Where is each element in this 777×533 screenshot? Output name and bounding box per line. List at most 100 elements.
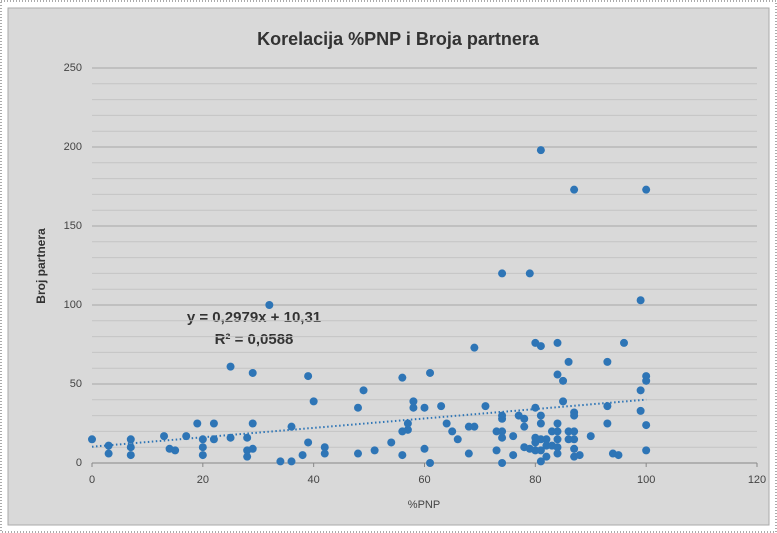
x-tick-label: 80 — [529, 474, 541, 486]
point — [564, 357, 573, 366]
point — [636, 296, 645, 305]
y-tick-label: 200 — [64, 141, 82, 153]
point — [287, 422, 296, 431]
trend-equation: y = 0,2979x + 10,31 — [187, 309, 321, 326]
point — [354, 449, 362, 458]
point — [553, 427, 562, 436]
point — [409, 397, 418, 406]
chart-area — [7, 7, 770, 526]
point — [614, 451, 623, 460]
point — [248, 444, 257, 453]
point — [570, 408, 579, 417]
point — [603, 357, 612, 366]
point — [464, 449, 473, 458]
point — [570, 185, 579, 194]
point — [426, 368, 435, 377]
point — [426, 459, 435, 467]
point — [559, 376, 568, 385]
point — [470, 343, 479, 352]
point — [198, 435, 207, 444]
point — [453, 435, 462, 444]
point — [276, 457, 285, 466]
y-tick-label: 150 — [64, 220, 82, 232]
point — [198, 451, 207, 460]
point — [586, 432, 595, 441]
point — [509, 432, 518, 441]
point — [320, 443, 329, 452]
point — [309, 397, 318, 406]
point — [642, 446, 651, 455]
point — [193, 419, 202, 428]
point — [498, 459, 507, 467]
point — [553, 435, 562, 444]
point — [126, 451, 135, 460]
x-tick-label: 100 — [637, 474, 655, 486]
point — [603, 402, 612, 411]
point — [359, 386, 368, 395]
point — [620, 338, 628, 347]
point — [403, 425, 412, 434]
point — [420, 444, 429, 453]
point — [88, 435, 96, 444]
point — [265, 301, 274, 309]
point — [398, 451, 407, 460]
point — [553, 338, 562, 347]
chart-title: Korelacija %PNP i Broja partnera — [257, 29, 540, 49]
point — [437, 402, 446, 411]
point — [575, 451, 584, 460]
point — [536, 419, 545, 428]
point — [104, 449, 113, 458]
point — [542, 452, 551, 461]
point — [226, 362, 235, 371]
point — [553, 419, 562, 428]
point — [498, 433, 507, 442]
x-tick-label: 0 — [89, 474, 95, 486]
point — [536, 446, 545, 455]
x-tick-label: 120 — [748, 474, 766, 486]
point — [570, 435, 579, 444]
point — [559, 397, 568, 406]
point — [420, 403, 429, 412]
point — [520, 414, 529, 423]
y-tick-label: 50 — [70, 378, 82, 390]
point — [126, 435, 135, 444]
point — [387, 438, 396, 447]
point — [564, 435, 573, 444]
point — [636, 406, 645, 415]
point — [642, 185, 651, 194]
point — [126, 443, 135, 452]
point — [536, 146, 545, 155]
point — [304, 372, 313, 381]
point — [287, 457, 296, 466]
point — [536, 411, 545, 420]
point — [531, 446, 540, 455]
point — [542, 441, 551, 450]
trendline — [91, 398, 647, 448]
point — [481, 402, 490, 411]
point — [520, 422, 529, 431]
point — [498, 269, 507, 278]
point — [370, 446, 379, 455]
point — [464, 422, 473, 431]
point — [160, 432, 169, 441]
y-tick-label: 250 — [64, 62, 82, 74]
point — [298, 451, 307, 460]
point — [570, 444, 579, 453]
point — [209, 419, 218, 428]
y-tick-label: 100 — [64, 299, 82, 311]
point — [409, 403, 418, 412]
trend-r2: R² = 0,0588 — [215, 331, 294, 348]
x-tick-label: 60 — [418, 474, 430, 486]
point — [398, 373, 407, 382]
point — [536, 435, 545, 444]
point — [354, 403, 362, 412]
point — [553, 449, 562, 458]
point — [536, 457, 545, 466]
point — [525, 269, 534, 278]
point — [442, 419, 451, 428]
y-axis-label: Broj partnera — [34, 228, 48, 304]
point — [171, 446, 180, 455]
point — [603, 419, 612, 428]
point — [553, 370, 562, 379]
